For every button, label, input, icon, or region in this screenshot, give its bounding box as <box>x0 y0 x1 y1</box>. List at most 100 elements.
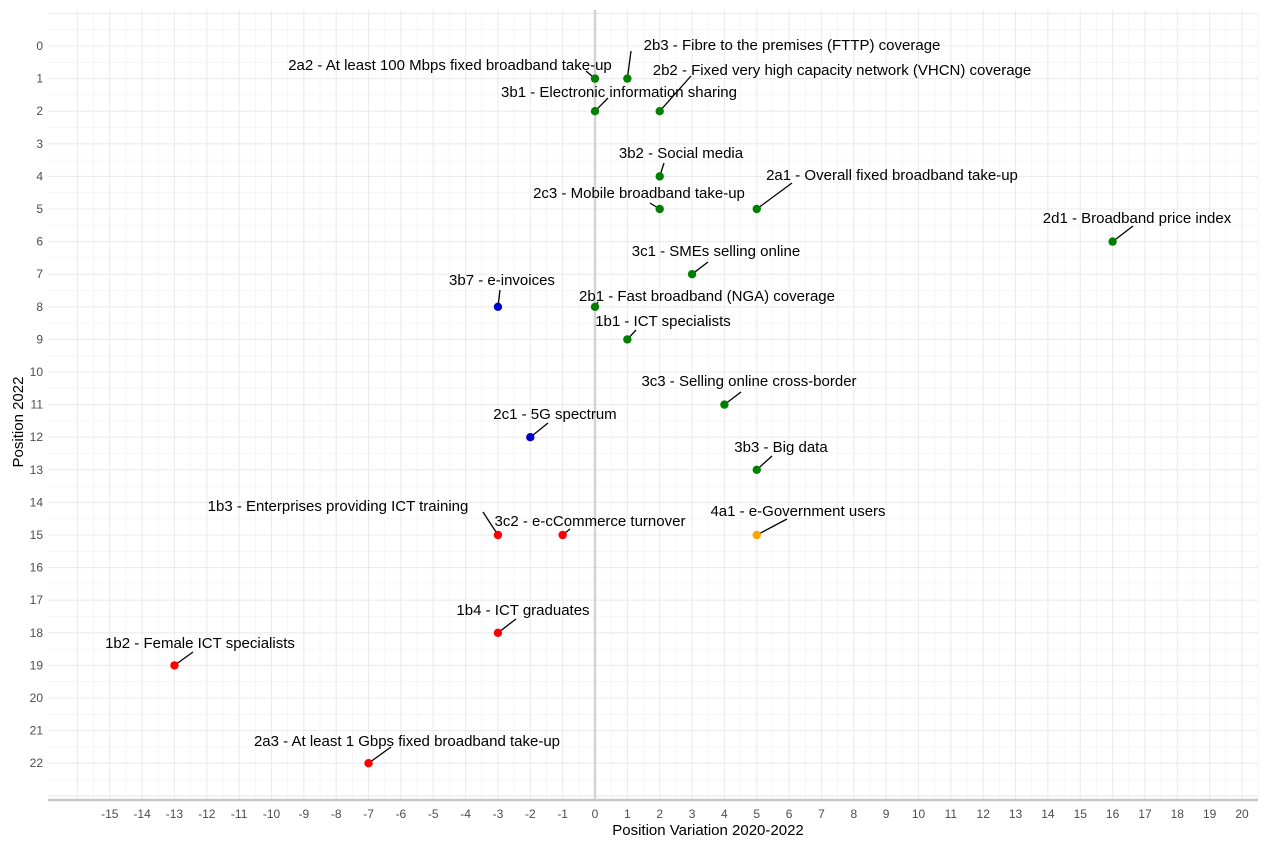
x-tick-label: -13 <box>166 807 184 821</box>
y-tick-label: 20 <box>30 691 44 705</box>
x-tick-label: -1 <box>557 807 568 821</box>
x-tick-label: 16 <box>1106 807 1120 821</box>
y-axis-title: Position 2022 <box>10 377 27 468</box>
point-label: 1b4 - ICT graduates <box>456 602 589 619</box>
data-point <box>655 107 664 116</box>
x-tick-label: 14 <box>1041 807 1055 821</box>
y-tick-label: 21 <box>30 724 44 738</box>
data-point <box>720 400 729 409</box>
x-tick-label: -5 <box>428 807 439 821</box>
x-axis-title: Position Variation 2020-2022 <box>612 822 804 839</box>
x-tick-label: 5 <box>753 807 760 821</box>
point-label: 2c3 - Mobile broadband take-up <box>533 185 745 202</box>
x-tick-label: 1 <box>624 807 631 821</box>
x-tick-label: 10 <box>912 807 926 821</box>
point-label: 2a2 - At least 100 Mbps fixed broadband … <box>288 57 612 74</box>
point-label: 4a1 - e-Government users <box>710 503 885 520</box>
data-point <box>590 74 600 83</box>
x-tick-label: 2 <box>656 807 663 821</box>
x-tick-label: 19 <box>1203 807 1217 821</box>
point-label: 3b1 - Electronic information sharing <box>501 84 737 101</box>
x-tick-label: 4 <box>721 807 728 821</box>
y-tick-label: 12 <box>30 430 44 444</box>
x-tick-label: -9 <box>299 807 310 821</box>
data-points <box>170 74 1117 768</box>
x-tick-label: 0 <box>592 807 599 821</box>
y-tick-label: 2 <box>36 104 43 118</box>
x-tick-label: -6 <box>396 807 407 821</box>
x-tick-label: 15 <box>1074 807 1088 821</box>
x-axis-tick-labels: -15 -14 -13 -12 -11 -10 -9 -8 -7 -6 -5 -4 -3 -2 -1 0 1 2 3… <box>101 807 1249 821</box>
label-leader-line <box>368 746 392 764</box>
y-tick-label: 3 <box>36 137 43 151</box>
x-tick-label: -14 <box>133 807 151 821</box>
point-label: 3c1 - SMEs selling online <box>632 243 800 260</box>
y-tick-label: 5 <box>36 202 43 216</box>
y-tick-label: 10 <box>30 365 44 379</box>
y-tick-label: 15 <box>30 528 44 542</box>
point-label: 1b1 - ICT specialists <box>595 313 731 330</box>
point-label: 1b3 - Enterprises providing ICT training <box>208 498 469 515</box>
x-tick-label: 8 <box>850 807 857 821</box>
point-label: 3c3 - Selling online cross-border <box>641 373 856 390</box>
x-tick-label: 6 <box>786 807 793 821</box>
point-label: 3b3 - Big data <box>734 439 828 456</box>
y-tick-label: 1 <box>36 72 43 86</box>
x-tick-label: 3 <box>689 807 696 821</box>
data-point <box>493 530 503 540</box>
x-tick-label: 20 <box>1235 807 1249 821</box>
x-tick-label: -3 <box>493 807 504 821</box>
data-point <box>623 335 632 344</box>
data-point <box>1108 237 1117 246</box>
y-tick-label: 18 <box>30 626 44 640</box>
data-point <box>752 465 761 474</box>
x-tick-label: -7 <box>363 807 374 821</box>
data-point <box>590 302 600 311</box>
y-tick-label: 22 <box>30 756 44 770</box>
point-label: 2a1 - Overall fixed broadband take-up <box>766 167 1018 184</box>
y-tick-label: 17 <box>30 593 44 607</box>
point-label: 3c2 - e-cCommerce turnover <box>495 513 686 530</box>
x-tick-label: -12 <box>198 807 216 821</box>
y-tick-label: 6 <box>36 235 43 249</box>
y-tick-label: 7 <box>36 267 43 281</box>
x-tick-label: -15 <box>101 807 119 821</box>
x-tick-label: 9 <box>883 807 890 821</box>
x-tick-label: 13 <box>1009 807 1023 821</box>
y-tick-label: 13 <box>30 463 44 477</box>
label-leader-lines <box>174 50 1134 764</box>
data-point <box>590 107 600 116</box>
label-leader-line <box>482 511 499 536</box>
point-label: 2a3 - At least 1 Gbps fixed broadband ta… <box>254 733 560 750</box>
data-point <box>526 433 535 442</box>
point-label: 2c1 - 5G spectrum <box>493 406 616 423</box>
label-leader-line <box>756 518 788 536</box>
y-tick-label: 11 <box>31 398 44 412</box>
data-point <box>655 204 664 214</box>
point-label: 2b2 - Fixed very high capacity network (… <box>653 62 1032 79</box>
y-tick-label: 19 <box>30 658 44 672</box>
label-leader-line <box>659 75 692 112</box>
point-label: 2d1 - Broadband price index <box>1043 210 1232 227</box>
x-tick-label: -10 <box>263 807 281 821</box>
point-label: 2b1 - Fast broadband (NGA) coverage <box>579 288 835 305</box>
y-tick-label: 14 <box>30 495 44 509</box>
data-point <box>170 661 179 670</box>
data-point <box>493 628 503 637</box>
x-tick-label: -2 <box>525 807 536 821</box>
x-tick-label: 11 <box>945 807 958 821</box>
x-tick-label: 17 <box>1138 807 1152 821</box>
point-labels: 2a2 - At least 100 Mbps fixed broadband … <box>105 37 1232 750</box>
label-leader-line <box>1112 225 1134 243</box>
label-leader-line <box>756 182 793 210</box>
data-point <box>364 759 373 768</box>
y-tick-label: 8 <box>36 300 43 314</box>
y-tick-label: 9 <box>36 332 43 346</box>
x-tick-label: -11 <box>231 807 248 821</box>
data-point <box>655 172 664 181</box>
data-point <box>558 530 567 540</box>
y-tick-label: 0 <box>36 39 43 53</box>
x-tick-label: -8 <box>331 807 342 821</box>
